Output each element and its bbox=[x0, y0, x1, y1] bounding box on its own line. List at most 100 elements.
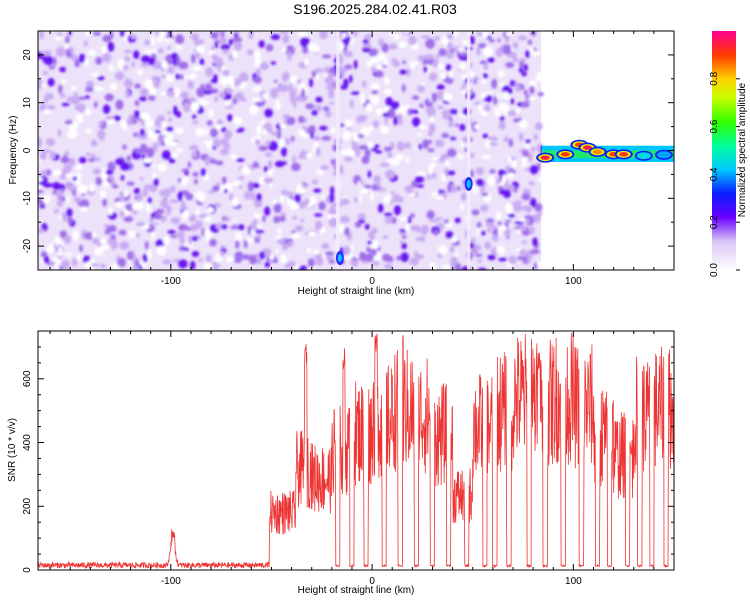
noise-speckle bbox=[502, 44, 512, 55]
noise-speckle bbox=[458, 56, 469, 61]
noise-speckle bbox=[370, 191, 374, 202]
noise-speckle bbox=[462, 81, 467, 88]
noise-speckle bbox=[102, 34, 112, 43]
noise-speckle bbox=[476, 47, 481, 56]
noise-speckle bbox=[128, 230, 137, 239]
noise-speckle bbox=[419, 235, 426, 242]
noise-speckle bbox=[157, 136, 163, 147]
noise-speckle bbox=[375, 108, 385, 116]
noise-speckle bbox=[248, 254, 258, 265]
noise-speckle bbox=[471, 250, 477, 257]
noise-speckle bbox=[126, 155, 132, 162]
noise-speckle bbox=[427, 174, 432, 181]
noise-speckle bbox=[475, 167, 484, 176]
noise-speckle bbox=[454, 252, 459, 257]
noise-speckle bbox=[147, 249, 153, 260]
noise-speckle bbox=[47, 77, 55, 87]
noise-speckle bbox=[340, 123, 345, 127]
signal-peak bbox=[593, 149, 603, 155]
noise-speckle bbox=[123, 49, 133, 54]
noise-speckle bbox=[277, 228, 282, 234]
noise-speckle bbox=[188, 214, 197, 222]
noise-speckle bbox=[273, 215, 281, 224]
noise-speckle bbox=[54, 236, 61, 243]
colorbar-tick-label: 0.4 bbox=[709, 167, 720, 181]
noise-speckle bbox=[279, 194, 285, 203]
noise-speckle bbox=[272, 199, 278, 205]
noise-speckle bbox=[407, 216, 412, 224]
noise-speckle bbox=[49, 150, 56, 160]
noise-speckle bbox=[330, 127, 337, 135]
noise-speckle bbox=[58, 246, 63, 257]
noise-speckle bbox=[77, 96, 87, 100]
noise-speckle bbox=[287, 240, 295, 246]
noise-speckle bbox=[301, 133, 311, 138]
noise-speckle bbox=[83, 40, 88, 47]
noise-speckle bbox=[279, 31, 290, 34]
noise-speckle bbox=[432, 57, 439, 68]
noise-speckle bbox=[504, 36, 510, 43]
noise-speckle bbox=[505, 62, 515, 68]
y-tick-label: 10 bbox=[22, 97, 33, 109]
noise-speckle bbox=[521, 230, 530, 236]
noise-speckle bbox=[282, 74, 287, 83]
noise-speckle bbox=[390, 191, 395, 196]
noise-speckle bbox=[67, 216, 73, 226]
noise-speckle bbox=[499, 116, 505, 121]
noise-speckle bbox=[234, 92, 245, 101]
noise-speckle bbox=[55, 52, 65, 56]
noise-speckle bbox=[175, 73, 180, 80]
noise-speckle bbox=[256, 193, 262, 201]
noise-speckle bbox=[218, 36, 227, 45]
noise-speckle bbox=[297, 115, 305, 124]
noise-speckle bbox=[270, 88, 279, 99]
noise-speckle bbox=[71, 230, 79, 241]
noise-speckle bbox=[473, 77, 480, 81]
noise-speckle bbox=[524, 139, 531, 144]
noise-speckle bbox=[442, 78, 450, 83]
noise-speckle bbox=[167, 229, 176, 234]
noise-speckle bbox=[381, 43, 389, 53]
noise-speckle bbox=[315, 255, 324, 266]
colorbar-gradient bbox=[712, 31, 736, 270]
noise-speckle bbox=[472, 185, 479, 194]
noise-speckle bbox=[436, 84, 445, 90]
noise-speckle bbox=[497, 38, 501, 43]
noise-speckle bbox=[179, 91, 189, 99]
noise-speckle bbox=[375, 64, 384, 70]
noise-speckle bbox=[237, 224, 245, 231]
noise-speckle bbox=[61, 102, 70, 107]
noise-speckle bbox=[295, 98, 306, 102]
noise-speckle bbox=[470, 237, 476, 245]
noise-speckle bbox=[314, 75, 320, 80]
noise-speckle bbox=[161, 150, 171, 161]
noise-speckle bbox=[134, 100, 140, 107]
colorbar-tick-label: 0.6 bbox=[709, 119, 720, 133]
noise-speckle bbox=[404, 31, 409, 34]
noise-speckle bbox=[148, 94, 156, 101]
noise-speckle bbox=[273, 203, 282, 214]
noise-speckle bbox=[415, 176, 424, 184]
noise-speckle bbox=[65, 173, 75, 178]
noise-speckle bbox=[486, 175, 496, 186]
x-tick-label: -100 bbox=[161, 576, 181, 587]
noise-speckle bbox=[422, 139, 430, 150]
noise-speckle bbox=[167, 66, 175, 75]
noise-speckle bbox=[166, 90, 175, 97]
noise-speckle bbox=[460, 89, 467, 95]
noise-speckle bbox=[208, 108, 214, 119]
noise-speckle bbox=[139, 112, 150, 120]
noise-speckle bbox=[206, 207, 215, 213]
noise-speckle bbox=[281, 146, 287, 157]
noise-speckle bbox=[258, 40, 265, 48]
noise-speckle bbox=[100, 263, 106, 269]
noise-speckle bbox=[321, 243, 330, 250]
noise-speckle bbox=[383, 88, 393, 95]
noise-speckle bbox=[393, 34, 400, 40]
noise-speckle bbox=[410, 213, 415, 219]
noise-speckle bbox=[378, 187, 386, 192]
noise-speckle bbox=[219, 76, 230, 86]
noise-speckle bbox=[107, 41, 115, 52]
noise-speckle bbox=[222, 49, 229, 55]
noise-speckle bbox=[163, 136, 174, 146]
